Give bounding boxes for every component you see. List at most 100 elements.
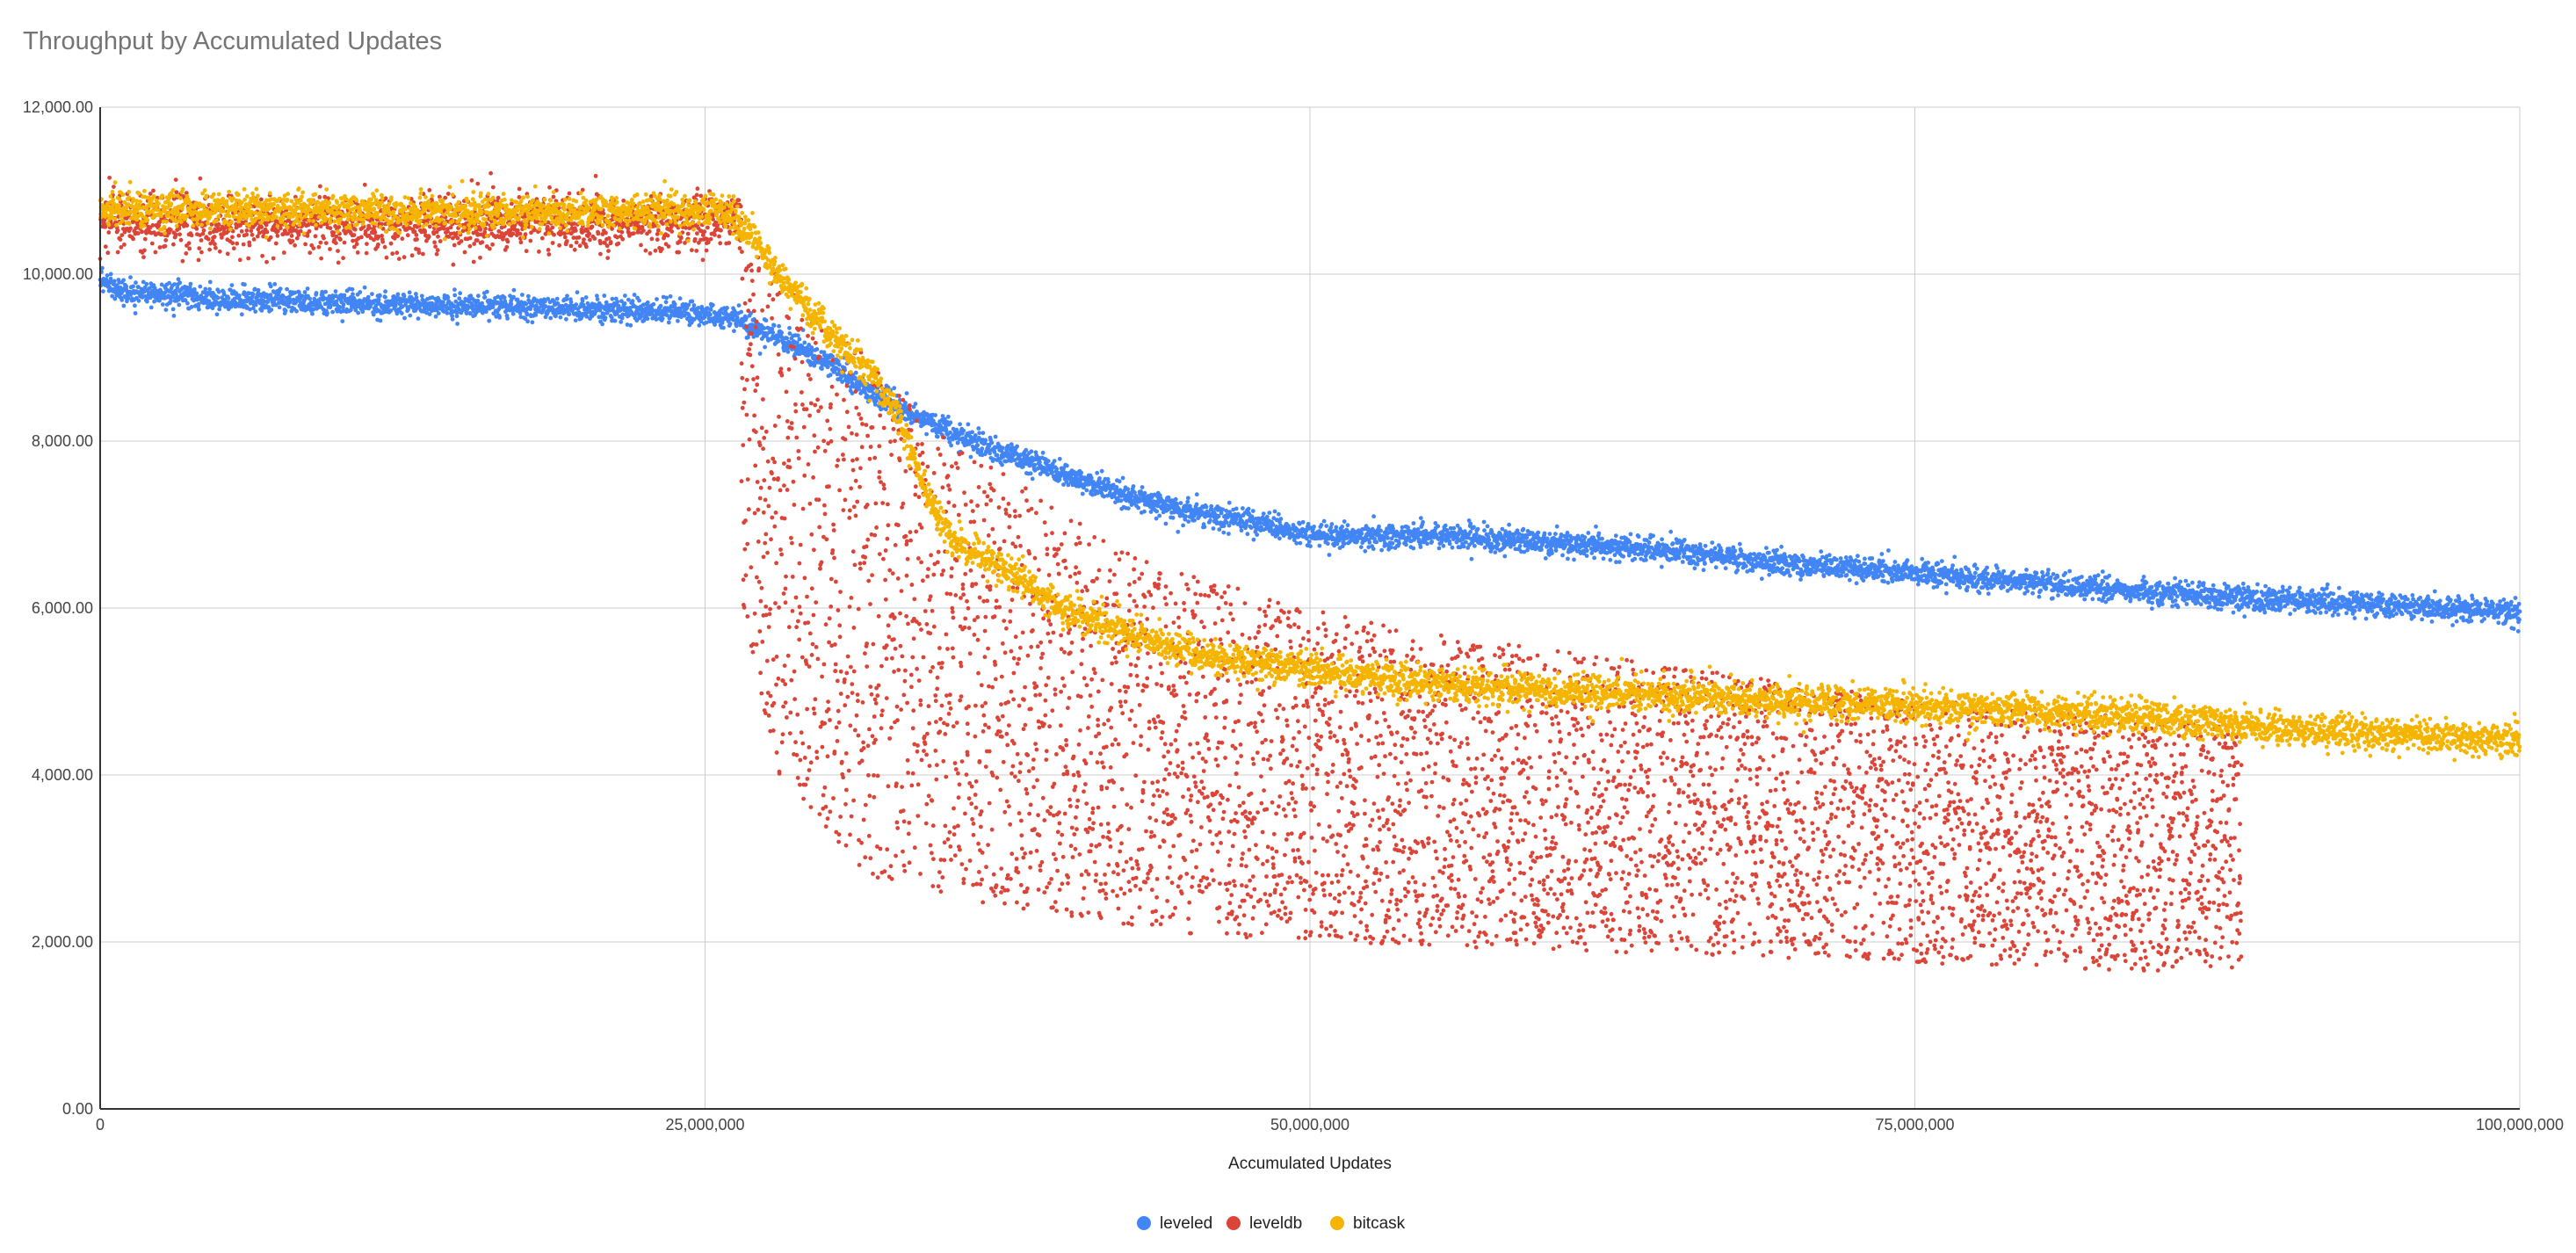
- data-point-leveled: [1472, 525, 1476, 530]
- data-point-leveled: [482, 294, 488, 300]
- data-point-leveled: [574, 302, 579, 308]
- data-point-leveled: [1390, 540, 1395, 546]
- data-point-leveled: [237, 293, 242, 298]
- data-point-leveled: [1163, 521, 1169, 526]
- data-point-leveled: [2018, 584, 2023, 590]
- data-point-leveled: [1909, 564, 1914, 569]
- data-point-leveled: [1660, 537, 1664, 542]
- data-point-leveled: [217, 307, 222, 312]
- data-point-leveled: [308, 296, 312, 301]
- data-point-leveled: [1367, 540, 1372, 545]
- data-point-leveled: [993, 434, 998, 439]
- data-point-leveled: [328, 303, 333, 308]
- data-point-leveled: [1772, 561, 1776, 567]
- data-point-leveled: [651, 301, 656, 307]
- data-point-leveled: [1417, 537, 1422, 542]
- data-point-leveled: [286, 304, 291, 309]
- data-point-leveled: [658, 303, 663, 308]
- data-point-leveled: [454, 310, 459, 315]
- data-point-leveled: [175, 286, 180, 290]
- data-point-leveled: [1703, 543, 1708, 548]
- data-point-leveled: [356, 310, 361, 315]
- data-point-leveled: [1844, 573, 1849, 577]
- data-point-leveled: [256, 287, 261, 293]
- data-point-leveled: [1131, 484, 1136, 489]
- data-point-leveled: [163, 308, 169, 312]
- data-point-leveled: [677, 296, 683, 301]
- data-point-leveled: [1192, 518, 1197, 523]
- data-point-leveled: [436, 311, 441, 315]
- data-point-leveled: [2001, 584, 2006, 590]
- data-point-leveled: [1972, 570, 1978, 576]
- data-point-leveled: [170, 307, 176, 312]
- data-point-leveled: [1411, 546, 1416, 551]
- grid: [100, 106, 2521, 1109]
- data-point-leveled: [1566, 556, 1570, 561]
- data-point-leveled: [1669, 556, 1675, 561]
- data-point-leveled: [239, 312, 244, 317]
- data-point-leveled: [1024, 447, 1029, 453]
- data-point-leveled: [837, 362, 842, 367]
- data-point-leveled: [567, 312, 572, 316]
- data-point-leveled: [1710, 540, 1715, 545]
- data-point-leveled: [1306, 540, 1312, 544]
- data-point-leveled: [480, 301, 484, 306]
- data-point-leveled: [1065, 463, 1069, 468]
- data-point-leveled: [1824, 561, 1829, 567]
- data-point-leveled: [619, 320, 624, 324]
- data-point-leveled: [1106, 480, 1111, 485]
- data-point-leveled: [814, 347, 820, 351]
- data-point-leveled: [277, 305, 282, 310]
- data-point-leveled: [1089, 475, 1094, 481]
- data-point-leveled: [169, 299, 173, 303]
- data-point-leveled: [1255, 532, 1260, 537]
- data-point-leveled: [1298, 540, 1303, 546]
- data-point-leveled: [1324, 524, 1329, 528]
- data-point-leveled: [509, 301, 514, 307]
- data-point-leveled: [383, 294, 387, 300]
- data-point-leveled: [1389, 545, 1393, 550]
- data-point-leveled: [141, 279, 146, 285]
- data-point-leveled: [1767, 572, 1772, 577]
- data-point-leveled: [1644, 557, 1648, 562]
- data-point-leveled: [1651, 533, 1655, 539]
- data-point-leveled: [664, 295, 669, 301]
- data-point-leveled: [1468, 521, 1473, 526]
- data-point-leveled: [159, 282, 164, 287]
- data-point-leveled: [1539, 547, 1544, 552]
- data-point-leveled: [1183, 514, 1188, 519]
- data-point-leveled: [1881, 559, 1885, 563]
- data-point-leveled: [1680, 542, 1684, 547]
- data-point-leveled: [757, 351, 763, 356]
- data-point-leveled: [1572, 557, 1576, 562]
- data-point-leveled: [771, 330, 776, 335]
- data-point-leveled: [294, 308, 299, 314]
- data-point-leveled: [133, 303, 137, 308]
- data-point-leveled: [976, 426, 981, 431]
- data-point-leveled: [207, 279, 213, 285]
- data-point-leveled: [924, 431, 929, 437]
- data-point-leveled: [414, 295, 419, 300]
- data-point-leveled: [1202, 525, 1207, 530]
- data-point-leveled: [216, 289, 221, 294]
- data-point-leveled: [1469, 556, 1474, 561]
- data-point-leveled: [525, 312, 530, 317]
- data-point-leveled: [980, 431, 986, 436]
- data-point-leveled: [2024, 568, 2029, 572]
- data-point-leveled: [691, 303, 697, 308]
- data-point-leveled: [348, 295, 353, 300]
- data-point-leveled: [1208, 518, 1212, 523]
- data-point-leveled: [1342, 519, 1347, 524]
- data-point-leveled: [1327, 553, 1332, 557]
- data-point-leveled: [836, 367, 841, 373]
- data-point-leveled: [1713, 565, 1719, 570]
- data-point-leveled: [1854, 581, 1859, 586]
- data-point-leveled: [1099, 468, 1104, 474]
- data-point-leveled: [771, 323, 777, 328]
- data-point-leveled: [1468, 530, 1473, 534]
- data-point-leveled: [949, 443, 953, 448]
- data-point-leveled: [433, 314, 438, 319]
- data-point-leveled: [732, 329, 736, 334]
- data-point-leveled: [402, 315, 407, 321]
- data-point-leveled: [487, 318, 492, 323]
